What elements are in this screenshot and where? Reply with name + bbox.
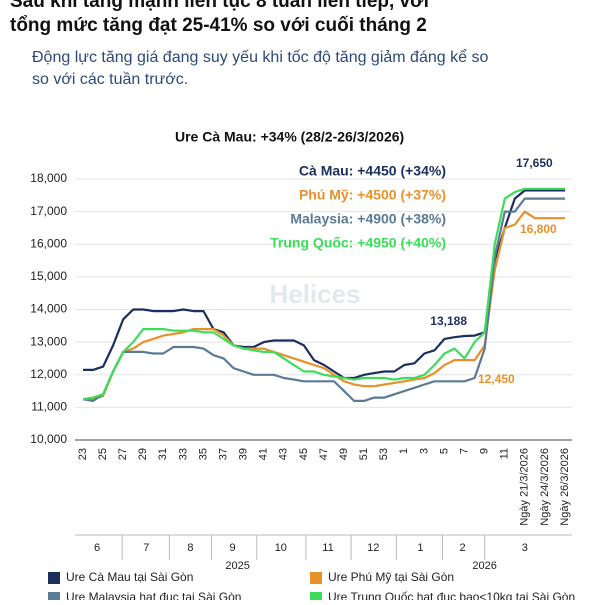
x-tick-label: 9 <box>479 448 491 454</box>
x-tick-label: 49 <box>338 448 350 460</box>
x-tick-label: 23 <box>77 448 89 460</box>
year-label: 2026 <box>472 560 496 572</box>
x-tick-label: Ngày 21/3/2026 <box>519 448 531 526</box>
x-tick-label: 27 <box>117 448 129 460</box>
subtitle: Động lực tăng giá đang suy yếu khi tốc đ… <box>32 48 488 66</box>
x-tick-label: 37 <box>217 448 229 460</box>
legend-swatch <box>48 592 60 604</box>
subtitle: so với các tuần trước. <box>32 71 188 88</box>
y-tick-label: 10,000 <box>30 432 67 446</box>
x-tick-label: 29 <box>137 448 149 460</box>
month-label: 11 <box>322 542 333 554</box>
data-label: 16,800 <box>520 222 557 236</box>
y-tick-label: 16,000 <box>30 236 67 250</box>
x-tick-label: 31 <box>157 448 169 460</box>
legend-swatch <box>310 572 322 584</box>
headline: Sau khi tăng mạnh liên tục 8 tuần liên t… <box>10 0 429 12</box>
watermark: Helices <box>269 279 360 309</box>
month-label: 12 <box>367 542 379 554</box>
x-tick-label: 45 <box>298 448 310 460</box>
legend-swatch <box>310 592 322 604</box>
x-tick-label: 39 <box>238 448 250 460</box>
month-label: 8 <box>187 542 193 554</box>
legend-label: Ure Trung Quốc hạt đục bao<10kg tại Sài … <box>328 590 575 600</box>
x-tick-label: 53 <box>378 448 390 460</box>
x-tick-label: 5 <box>438 448 450 454</box>
y-tick-label: 12,000 <box>30 367 67 381</box>
legend-swatch <box>48 572 60 584</box>
x-tick-label: 11 <box>499 448 511 459</box>
x-tick-label: 33 <box>177 448 189 460</box>
month-label: 9 <box>230 542 236 554</box>
series-line <box>82 197 565 402</box>
annotation: Cà Mau: +4450 (+34%) <box>299 163 446 179</box>
chart-title: Ure Cà Mau: +34% (28/2-26/3/2026) <box>175 129 404 145</box>
y-tick-label: 14,000 <box>30 302 67 316</box>
y-tick-label: 11,000 <box>31 400 67 414</box>
month-label: 3 <box>522 542 528 554</box>
x-tick-label: 51 <box>358 448 370 460</box>
series-line <box>82 187 565 401</box>
month-label: 1 <box>417 542 423 554</box>
y-tick-label: 18,000 <box>30 171 67 185</box>
legend-label: Ure Phú Mỹ tại Sài Gòn <box>328 570 454 584</box>
x-tick-label: 41 <box>258 448 270 460</box>
x-tick-label: Ngày 26/3/2026 <box>559 448 571 526</box>
x-tick-label: 43 <box>278 448 290 460</box>
y-tick-label: 13,000 <box>30 334 67 348</box>
annotation: Trung Quốc: +4950 (+40%) <box>270 235 446 251</box>
annotation: Phú Mỹ: +4500 (+37%) <box>299 187 446 203</box>
legend-label: Ure Cà Mau tại Sài Gòn <box>66 570 193 584</box>
data-label: 13,188 <box>430 314 467 328</box>
month-label: 2 <box>460 542 466 554</box>
x-tick-label: 25 <box>97 448 109 460</box>
x-tick-label: 1 <box>398 448 410 454</box>
year-label: 2025 <box>225 560 249 572</box>
month-label: 10 <box>275 542 287 554</box>
y-tick-label: 15,000 <box>30 269 67 283</box>
x-tick-label: 35 <box>197 448 209 460</box>
month-label: 6 <box>94 542 100 554</box>
x-tick-label: 47 <box>318 448 330 460</box>
y-tick-label: 17,000 <box>30 204 67 218</box>
month-label: 7 <box>143 542 149 554</box>
x-tick-label: 7 <box>458 448 470 454</box>
annotation: Malaysia: +4900 (+38%) <box>290 211 446 227</box>
headline: tổng mức tăng đạt 25-41% so với cuối thá… <box>10 15 427 36</box>
data-label: 12,450 <box>478 372 515 386</box>
legend-label: Ure Malaysia hạt đục tại Sài Gòn <box>66 590 241 600</box>
data-label: 17,650 <box>516 156 553 170</box>
x-tick-label: 3 <box>418 448 430 454</box>
x-tick-label: Ngày 24/3/2026 <box>539 448 551 526</box>
